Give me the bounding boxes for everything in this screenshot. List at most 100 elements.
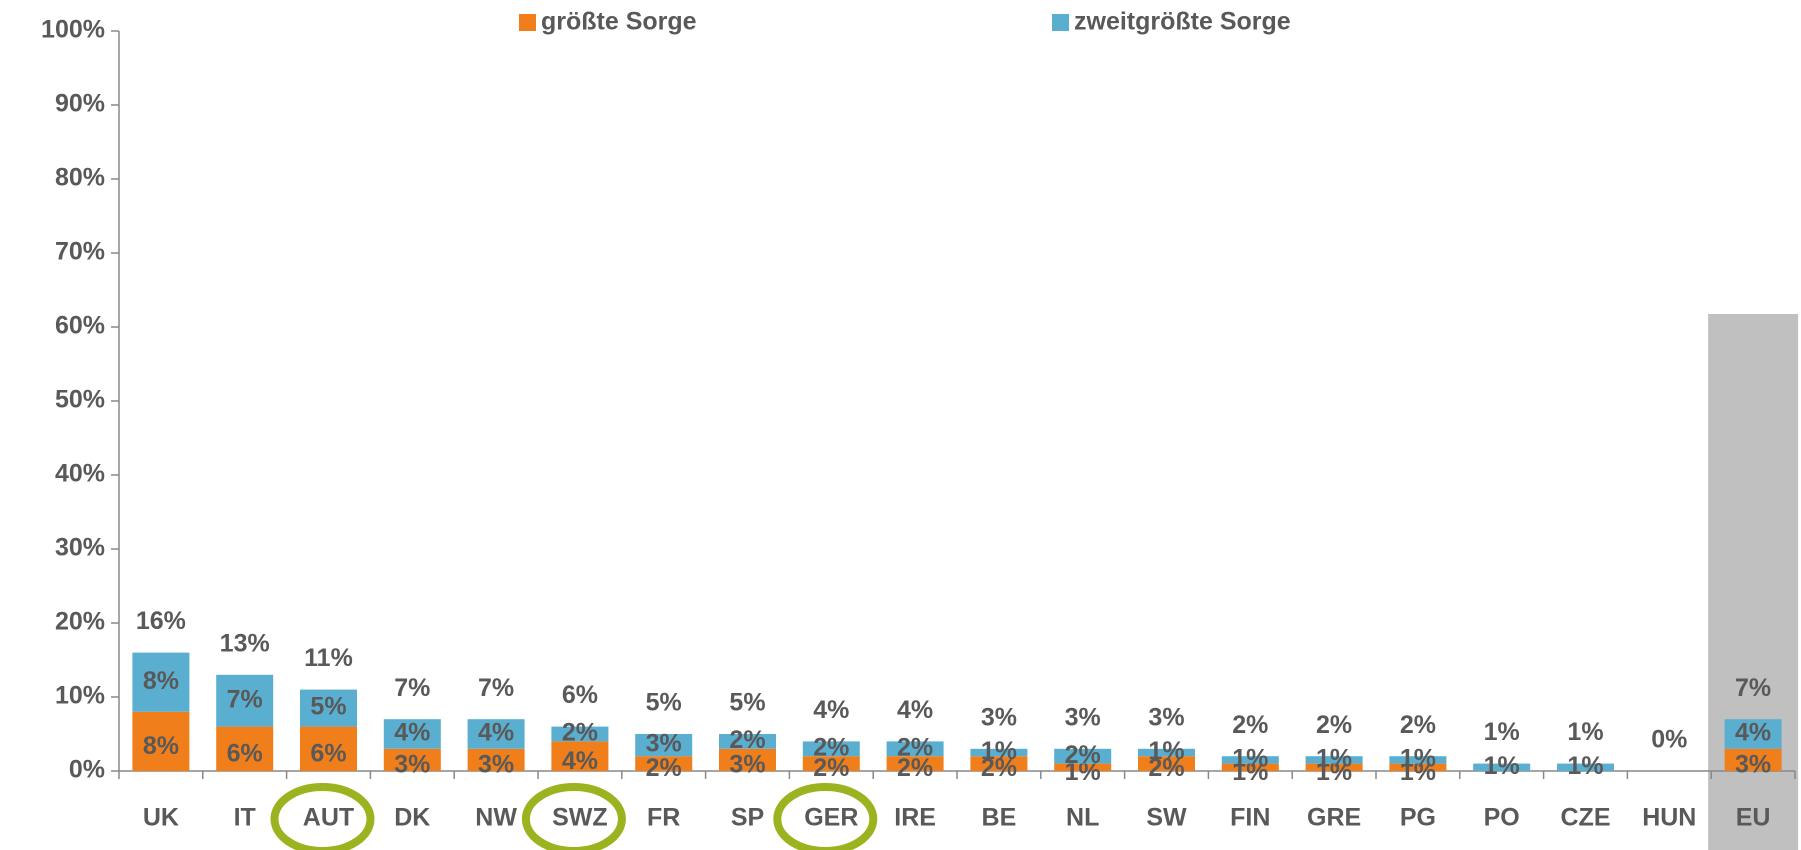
segment-label: 2% (646, 754, 682, 782)
y-tick-label: 100% (41, 16, 105, 44)
segment-label: 2% (1065, 741, 1101, 769)
x-tick-label: PG (1400, 804, 1436, 832)
bar-segment (467, 719, 525, 749)
segment-label: 2% (813, 733, 849, 761)
total-label: 16% (136, 607, 186, 635)
x-tick-label: HUN (1642, 804, 1696, 832)
segment-label: 4% (1735, 719, 1771, 747)
total-label: 4% (897, 696, 933, 724)
bar-segment (1389, 756, 1447, 764)
segment-label: 2% (981, 754, 1017, 782)
y-tick-label: 50% (55, 386, 105, 414)
segment-label: 1% (1232, 745, 1268, 773)
bar-segment (970, 748, 1028, 757)
bar-segment (300, 689, 357, 727)
bar-segment (802, 741, 860, 757)
legend-label: größte Sorge (541, 8, 697, 36)
y-tick-label: 90% (55, 90, 105, 118)
bar-segment (383, 719, 441, 749)
segment-label: 3% (646, 730, 682, 758)
y-tick-label: 0% (69, 756, 105, 784)
y-tick-label: 70% (55, 238, 105, 266)
x-tick-label: FIN (1230, 804, 1270, 832)
x-tick-label: BE (982, 804, 1017, 832)
bar-segment (551, 726, 609, 742)
total-label: 4% (813, 696, 849, 724)
total-label: 5% (729, 689, 765, 717)
circle-highlight (270, 783, 375, 850)
bar-segment (1305, 763, 1363, 771)
y-tick-label: 20% (55, 608, 105, 636)
total-label: 3% (1148, 703, 1184, 731)
bar-segment (467, 748, 525, 771)
segment-label: 2% (562, 719, 598, 747)
bar-segment (886, 756, 944, 771)
bar-segment (1557, 763, 1614, 771)
total-label: 7% (1735, 674, 1771, 702)
segment-label: 1% (981, 737, 1017, 765)
x-tick-label: IT (234, 804, 256, 832)
segment-label: 3% (478, 751, 514, 779)
total-label: 6% (562, 681, 598, 709)
segment-label: 1% (1400, 745, 1436, 773)
segment-label: 3% (394, 751, 430, 779)
segment-label: 6% (227, 739, 263, 767)
x-tick-label: IRE (894, 804, 936, 832)
bar-segment (635, 734, 693, 757)
x-tick-label: CZE (1561, 804, 1611, 832)
total-label: 0% (1651, 726, 1687, 754)
total-label: 2% (1232, 711, 1268, 739)
x-tick-label: FR (647, 804, 680, 832)
bar-segment (1138, 748, 1195, 757)
bar-segment (635, 756, 693, 771)
segment-label: 1% (1567, 752, 1603, 780)
segment-label: 4% (478, 719, 514, 747)
total-label: 7% (478, 674, 514, 702)
x-tick-label: SWZ (552, 804, 608, 832)
y-tick-label: 30% (55, 534, 105, 562)
segment-label: 2% (1148, 754, 1184, 782)
segment-label: 8% (143, 732, 179, 760)
segment-label: 2% (897, 754, 933, 782)
segment-label: 2% (813, 754, 849, 782)
bar-segment (132, 711, 190, 771)
segment-label: 1% (1148, 737, 1184, 765)
bar-segment (1221, 763, 1279, 771)
total-label: 2% (1316, 711, 1352, 739)
bar-segment (1305, 756, 1363, 764)
circle-highlight (521, 783, 626, 850)
segment-label: 1% (1316, 745, 1352, 773)
bar-segment (1473, 763, 1531, 771)
x-tick-label: GRE (1307, 804, 1361, 832)
bar-segment (1724, 719, 1782, 749)
total-label: 2% (1400, 711, 1436, 739)
x-tick-label: NL (1066, 804, 1099, 832)
bar-segment (719, 734, 776, 749)
bar-segment (1138, 756, 1195, 771)
segment-label: 7% (227, 685, 263, 713)
bar-segment (300, 726, 357, 771)
segment-label: 6% (310, 739, 346, 767)
total-label: 3% (981, 703, 1017, 731)
segment-label: 5% (310, 693, 346, 721)
bar-segment (216, 726, 274, 771)
total-label: 11% (304, 644, 353, 672)
segment-label: 4% (562, 747, 598, 775)
bar-segment (719, 748, 776, 771)
circle-highlight (773, 783, 878, 850)
bar-segment (886, 741, 944, 757)
legend-label: zweitgrößte Sorge (1074, 8, 1291, 36)
total-label: 5% (646, 689, 682, 717)
bar-segment (1221, 756, 1279, 764)
x-tick-label: GER (804, 804, 858, 832)
total-label: 1% (1484, 718, 1520, 746)
bar-segment (551, 741, 609, 771)
segment-label: 3% (1735, 751, 1771, 779)
segment-label: 8% (143, 667, 179, 695)
x-tick-label: SW (1146, 804, 1187, 832)
bar-segment (216, 674, 274, 727)
y-tick-label: 40% (55, 460, 105, 488)
bar-segment (1724, 748, 1782, 771)
legend-swatch (1052, 14, 1069, 31)
segment-label: 3% (729, 751, 765, 779)
